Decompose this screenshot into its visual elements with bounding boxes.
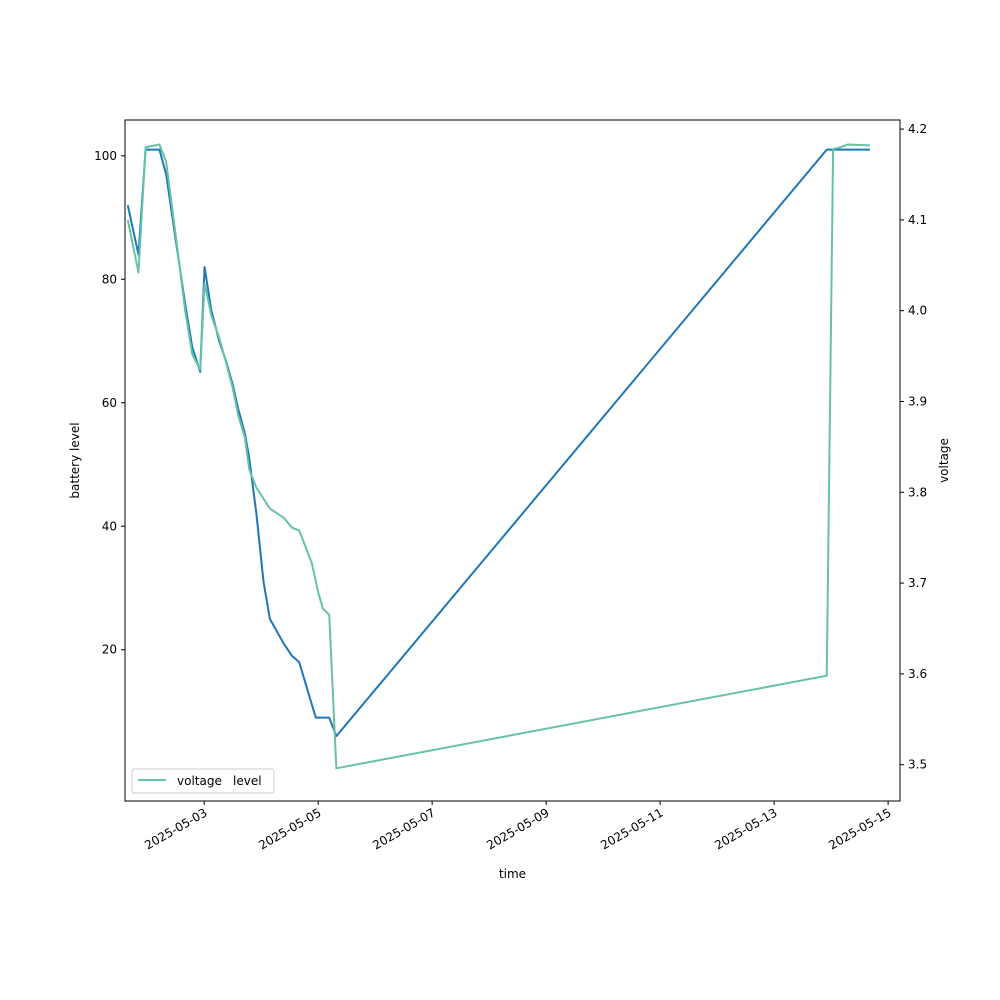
legend-label-voltage: voltage: [177, 774, 222, 788]
series-line-voltage: [126, 143, 870, 770]
x-tick-label: 2025-05-13: [712, 805, 779, 852]
x-tick-label: 2025-05-11: [598, 805, 665, 852]
right-y-axis-label: voltage: [937, 438, 951, 483]
x-axis: 2025-05-03 2025-05-05 2025-05-07 2025-05-09…: [142, 801, 894, 852]
right-y-tick-label: 3.5: [908, 758, 927, 772]
left-y-tick-label: 100: [94, 149, 117, 163]
right-y-tick-label: 3.7: [908, 576, 927, 590]
legend-box-level: [131, 768, 275, 794]
x-tick-label: 2025-05-15: [826, 805, 893, 852]
x-tick-label: 2025-05-03: [142, 805, 209, 852]
series-layer: [126, 143, 870, 770]
x-tick-label: 2025-05-09: [484, 805, 551, 852]
left-y-axis: 20 40 60 80 100: [94, 149, 125, 657]
left-y-tick-label: 40: [102, 519, 117, 533]
x-axis-label: time: [499, 867, 526, 881]
legend-label-level: level: [233, 774, 262, 788]
right-y-tick-label: 3.6: [908, 667, 927, 681]
right-y-tick-label: 4.0: [908, 304, 927, 318]
left-y-tick-label: 60: [102, 396, 117, 410]
right-y-tick-label: 3.9: [908, 394, 927, 408]
plot-frame: [124, 119, 901, 802]
x-tick-label: 2025-05-07: [370, 805, 437, 852]
left-y-tick-label: 20: [102, 643, 117, 657]
legend: voltage level: [131, 768, 275, 794]
left-y-tick-label: 80: [102, 272, 117, 286]
right-y-tick-label: 4.2: [908, 122, 927, 136]
right-y-tick-label: 4.1: [908, 213, 927, 227]
right-y-axis: 3.5 3.6 3.7 3.8 3.9 4.0 4.1 4.2: [900, 122, 927, 772]
right-y-tick-label: 3.8: [908, 485, 927, 499]
x-tick-label: 2025-05-05: [256, 805, 323, 852]
series-line-level: [126, 148, 870, 738]
left-y-axis-label: battery level: [68, 422, 82, 498]
